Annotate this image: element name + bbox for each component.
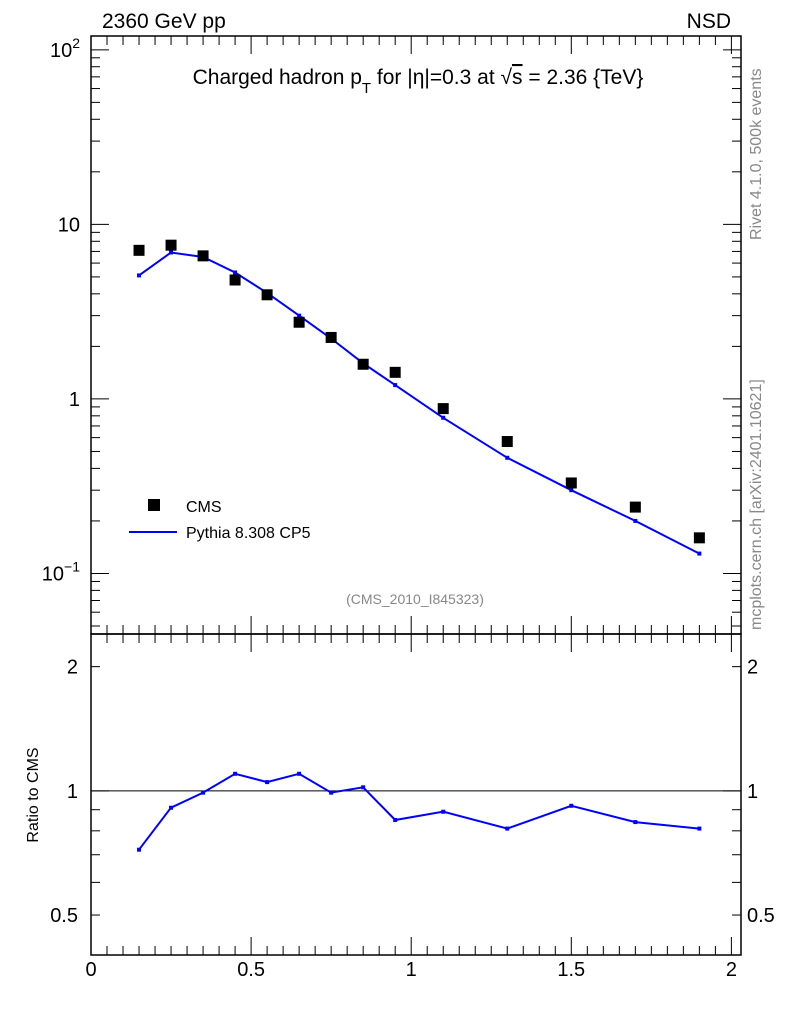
ratio-y-tick-label-right: 2 (747, 657, 758, 679)
cms-point (357, 358, 369, 370)
ratio-point (361, 785, 366, 790)
main-plot-frame (90, 35, 742, 635)
ratio-series (137, 771, 702, 852)
pythia-point (297, 313, 302, 318)
ratio-curve (138, 772, 700, 851)
legend-cms-marker (148, 499, 160, 511)
header-left: 2360 GeV pp (102, 10, 226, 33)
cms-point (325, 331, 337, 343)
ratio-point (697, 826, 702, 831)
ratio-point (297, 771, 302, 776)
x-tick-label: 1.5 (557, 959, 585, 981)
cms-point (261, 289, 273, 301)
cms-point (229, 274, 241, 286)
pythia-point (569, 488, 574, 493)
main-y-tick-label: 102 (50, 35, 80, 62)
ratio-plot-frame (90, 633, 742, 956)
cms-point (629, 501, 641, 513)
ratio-axis-ticks (90, 634, 741, 956)
ratio-y-tick-label-left: 0.5 (50, 905, 78, 927)
cms-point (389, 366, 401, 378)
title-s: s (512, 66, 523, 89)
ratio-point (265, 780, 270, 785)
ratio-point (633, 820, 638, 825)
cms-point (293, 316, 305, 328)
title-pre: Charged hadron p (193, 66, 362, 89)
ratio-y-tick-label-left: 2 (67, 657, 78, 679)
mcplots-label: mcplots.cern.ch [arXiv:2401.10621] (748, 379, 765, 630)
pythia-point (505, 455, 510, 460)
title-mid: for |η|=0.3 at √ (371, 66, 512, 89)
ratio-point (137, 847, 142, 852)
legend-pythia-label: Pythia 8.308 CP5 (186, 525, 311, 542)
main-y-tick-labels: 102 10 1 10−1 (42, 35, 80, 586)
main-y-tick-label: 10 (58, 214, 80, 236)
legend-cms-label: CMS (186, 499, 222, 516)
x-tick-label: 0.5 (237, 959, 265, 981)
cms-point (565, 477, 577, 489)
main-axis-ticks (90, 36, 741, 634)
analysis-watermark: (CMS_2010_I845323) (346, 591, 484, 607)
pythia-point (169, 250, 174, 255)
main-series (133, 239, 705, 556)
ratio-tick-labels: 2 2 1 1 0.5 0.5 0 0.5 1 1.5 2 (50, 657, 775, 981)
ratio-point (441, 809, 446, 814)
cms-point (693, 532, 705, 544)
ratio-y-tick-label-right: 0.5 (747, 905, 775, 927)
pythia-point (233, 270, 238, 275)
cms-point (165, 239, 177, 251)
cms-point (501, 436, 513, 448)
pythia-point (137, 273, 142, 278)
pythia-point (441, 415, 446, 420)
ratio-point (393, 817, 398, 822)
header-right: NSD (687, 10, 731, 33)
chart-title: Charged hadron pT for |η|=0.3 at √s = 2.… (193, 66, 644, 97)
cms-point (437, 403, 449, 415)
pythia-curve (138, 251, 700, 555)
title-post: = 2.36 {TeV} (523, 66, 644, 89)
pythia-point (633, 518, 638, 523)
pythia-point (393, 383, 398, 388)
main-y-tick-label: 10−1 (42, 558, 80, 585)
cms-point (197, 250, 209, 262)
ratio-point (569, 803, 574, 808)
cms-point (133, 244, 145, 256)
ratio-point (233, 771, 238, 776)
ratio-y-tick-label-right: 1 (747, 781, 758, 803)
main-y-tick-label: 1 (69, 389, 80, 411)
pythia-point (697, 551, 702, 556)
rivet-label: Rivet 4.1.0, 500k events (748, 68, 765, 240)
ratio-ylabel: Ratio to CMS (25, 747, 42, 842)
ratio-point (329, 790, 334, 795)
x-tick-label: 1 (406, 959, 417, 981)
title-sub: T (362, 80, 371, 97)
ratio-y-tick-label-left: 1 (67, 781, 78, 803)
ratio-point (169, 805, 174, 810)
x-tick-label: 0 (85, 959, 96, 981)
x-tick-label: 2 (726, 959, 737, 981)
ratio-point (505, 826, 510, 831)
ratio-point (201, 790, 206, 795)
